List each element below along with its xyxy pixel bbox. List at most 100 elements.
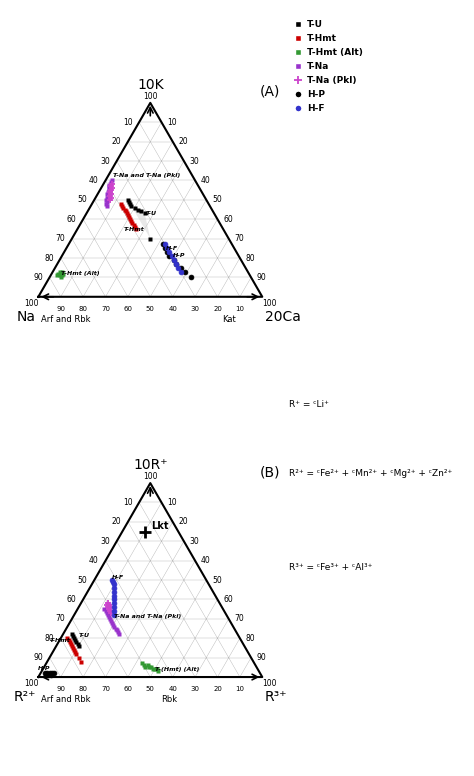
Text: 10: 10: [167, 498, 177, 507]
Text: R²⁺: R²⁺: [14, 691, 36, 705]
Text: 80: 80: [45, 254, 54, 262]
Text: 50: 50: [212, 576, 222, 584]
Text: Arf and Rbk: Arf and Rbk: [41, 315, 90, 324]
Text: T-Na and T-Na (Pkl): T-Na and T-Na (Pkl): [114, 614, 182, 618]
Text: 60: 60: [123, 686, 132, 692]
Text: 50: 50: [78, 576, 88, 584]
Text: R⁺ = ᶜLi⁺: R⁺ = ᶜLi⁺: [289, 400, 329, 409]
Text: 30: 30: [190, 157, 199, 165]
Text: 20: 20: [111, 518, 121, 526]
Polygon shape: [165, 244, 181, 272]
Text: T-Hmt: T-Hmt: [123, 227, 144, 232]
Text: 60: 60: [123, 306, 132, 312]
Text: 60: 60: [223, 595, 233, 604]
Text: 20: 20: [178, 137, 188, 146]
Text: 80: 80: [79, 306, 88, 312]
Text: T-Na and T-Na (Pkl): T-Na and T-Na (Pkl): [113, 174, 181, 178]
Text: 100: 100: [143, 472, 157, 481]
Polygon shape: [106, 181, 112, 206]
Polygon shape: [104, 603, 119, 634]
Text: H-F: H-F: [112, 575, 124, 580]
Text: Rbk: Rbk: [162, 695, 178, 704]
Text: R²⁺ = ᶜFe²⁺ + ᶜMn²⁺ + ᶜMg²⁺ + ᶜZn²⁺: R²⁺ = ᶜFe²⁺ + ᶜMn²⁺ + ᶜMg²⁺ + ᶜZn²⁺: [289, 469, 452, 479]
Text: (B): (B): [260, 465, 280, 479]
Text: 10: 10: [167, 118, 177, 126]
Polygon shape: [163, 244, 191, 277]
Text: 40: 40: [168, 306, 177, 312]
Text: 50: 50: [212, 196, 222, 204]
Polygon shape: [67, 638, 81, 661]
Text: 60: 60: [67, 215, 76, 223]
Text: 20: 20: [213, 686, 222, 692]
Text: H-F: H-F: [166, 246, 178, 251]
Text: 90: 90: [256, 273, 266, 282]
Text: 20: 20: [111, 137, 121, 146]
Text: 100: 100: [24, 299, 38, 308]
Text: 40: 40: [89, 556, 99, 565]
Text: 10R⁺: 10R⁺: [133, 458, 167, 472]
Text: 30: 30: [190, 537, 199, 546]
Text: T-(Hmt) (Alt): T-(Hmt) (Alt): [155, 667, 199, 672]
Polygon shape: [57, 272, 63, 277]
Text: 90: 90: [56, 306, 65, 312]
Text: Arf and Rbk: Arf and Rbk: [41, 695, 90, 704]
Text: H-P: H-P: [38, 667, 51, 671]
Text: 10: 10: [236, 686, 245, 692]
Polygon shape: [112, 580, 114, 615]
Text: 100: 100: [143, 92, 157, 101]
Polygon shape: [45, 673, 54, 675]
Text: 40: 40: [168, 686, 177, 692]
Text: 70: 70: [55, 615, 65, 623]
Text: 80: 80: [45, 634, 54, 643]
Text: R³⁺: R³⁺: [264, 691, 287, 705]
Text: Kat: Kat: [222, 315, 236, 324]
Text: 30: 30: [191, 306, 200, 312]
Text: 30: 30: [100, 157, 110, 165]
Text: 60: 60: [223, 215, 233, 223]
Text: 90: 90: [33, 273, 43, 282]
Text: 20: 20: [213, 306, 222, 312]
Text: 40: 40: [201, 176, 210, 185]
Text: 100: 100: [24, 679, 38, 688]
Text: 50: 50: [146, 306, 155, 312]
Text: R³⁺ = ᶜFe³⁺ + ᶜAl³⁺: R³⁺ = ᶜFe³⁺ + ᶜAl³⁺: [289, 563, 373, 572]
Text: (A): (A): [260, 85, 280, 99]
Polygon shape: [143, 663, 158, 671]
Text: 70: 70: [234, 234, 244, 243]
Text: T-U: T-U: [79, 633, 90, 638]
Text: T-Hmt: T-Hmt: [50, 638, 71, 643]
Text: 20Ca: 20Ca: [264, 310, 301, 324]
Text: 10: 10: [236, 306, 245, 312]
Text: 90: 90: [56, 686, 65, 692]
Text: 80: 80: [79, 686, 88, 692]
Text: 30: 30: [191, 686, 200, 692]
Text: 70: 70: [234, 615, 244, 623]
Text: Lkt: Lkt: [151, 521, 169, 532]
Text: 90: 90: [33, 653, 43, 662]
Text: 10: 10: [123, 498, 132, 507]
Polygon shape: [121, 203, 136, 229]
Text: 10: 10: [123, 118, 132, 126]
Text: 50: 50: [78, 196, 88, 204]
Text: 20: 20: [178, 518, 188, 526]
Text: 80: 80: [246, 634, 255, 643]
Text: 80: 80: [246, 254, 255, 262]
Text: 70: 70: [55, 234, 65, 243]
Text: 10K: 10K: [137, 78, 164, 92]
Text: Na: Na: [17, 310, 36, 324]
Text: 60: 60: [67, 595, 76, 604]
Text: 100: 100: [262, 679, 277, 688]
Text: 30: 30: [100, 537, 110, 546]
Text: 90: 90: [256, 653, 266, 662]
Text: 100: 100: [262, 299, 277, 308]
Text: 40: 40: [89, 176, 99, 185]
Text: T-Hmt (Alt): T-Hmt (Alt): [61, 271, 100, 276]
Legend: T-U, T-Hmt, T-Hmt (Alt), T-Na, T-Na (Pkl), H-P, H-F: T-U, T-Hmt, T-Hmt (Alt), T-Na, T-Na (Pkl…: [294, 20, 363, 113]
Text: 40: 40: [201, 556, 210, 565]
Text: H-P: H-P: [173, 253, 185, 258]
Text: T-U: T-U: [146, 211, 157, 217]
Text: 50: 50: [146, 686, 155, 692]
Polygon shape: [128, 200, 150, 238]
Text: 70: 70: [101, 306, 110, 312]
Text: 70: 70: [101, 686, 110, 692]
